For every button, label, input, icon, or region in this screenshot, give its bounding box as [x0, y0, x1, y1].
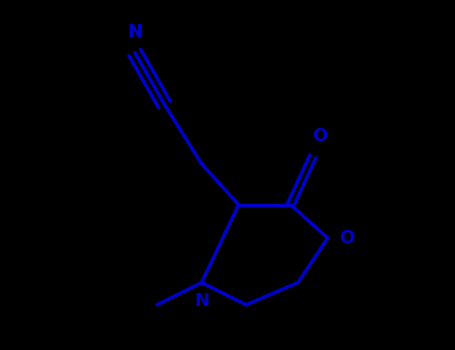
Text: N: N	[194, 292, 209, 310]
Text: O: O	[339, 229, 354, 247]
Text: O: O	[313, 127, 328, 145]
Text: N: N	[127, 23, 142, 42]
